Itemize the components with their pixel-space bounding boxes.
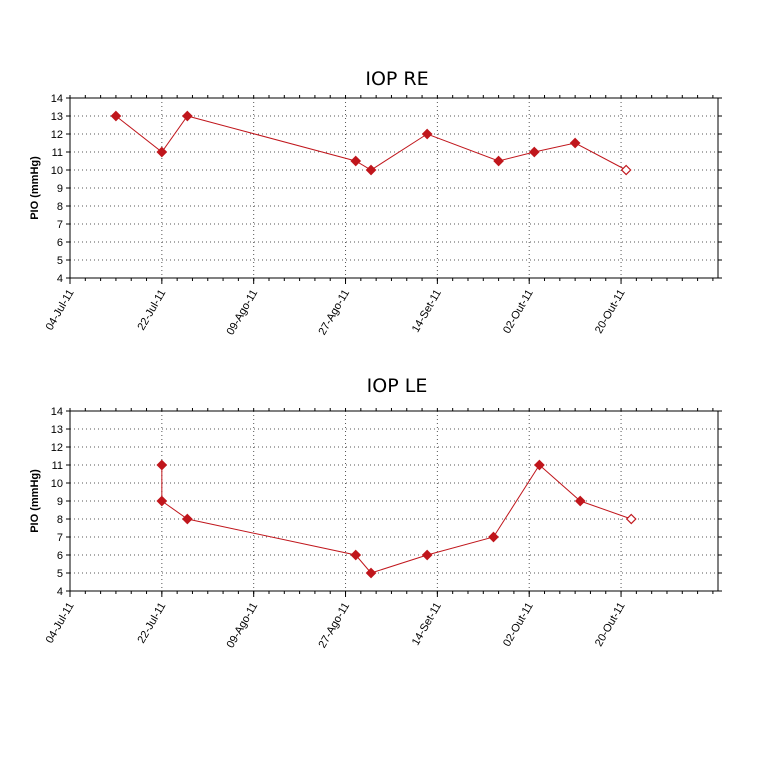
y-tick-label: 11	[52, 147, 63, 159]
y-tick-label: 4	[57, 273, 63, 285]
data-point	[528, 146, 540, 158]
data-point	[156, 495, 168, 507]
data-point	[421, 128, 433, 140]
y-tick-label: 12	[51, 442, 63, 454]
chart-title: IOP LE	[367, 375, 428, 397]
y-axis-label: PIO (mmHg)	[29, 469, 41, 533]
y-tick-label: 6	[57, 550, 63, 562]
y-tick-label: 8	[57, 201, 63, 213]
chart-re: IOP RE 4 5 6 7 8 9 10 11 12 13 14 04-Jul-11 22-Jul-11…	[29, 68, 722, 337]
y-tick-label: 8	[57, 514, 63, 526]
y-tick-label: 11	[52, 460, 63, 472]
data-point	[156, 459, 168, 471]
x-tick-label: 20-Out-11	[593, 288, 628, 336]
y-tick-label: 7	[57, 219, 63, 231]
data-point	[182, 513, 193, 525]
y-tick-label: 13	[51, 111, 63, 123]
x-tick-label: 04-Jul-11	[44, 601, 77, 646]
data-point	[421, 549, 433, 561]
series-line	[115, 115, 627, 171]
y-tick-label: 4	[57, 586, 63, 598]
data-point	[156, 146, 168, 158]
data-point	[350, 549, 362, 561]
data-point	[110, 110, 122, 122]
data-point	[350, 155, 362, 167]
x-tick-label: 02-Out-11	[501, 601, 536, 649]
x-tick-label: 02-Out-11	[501, 288, 536, 336]
data-point	[569, 137, 581, 149]
x-tick-label: 27-Ago-11	[316, 288, 352, 338]
y-tick-label: 9	[57, 183, 63, 195]
chart-title: IOP RE	[365, 68, 428, 90]
data-point	[620, 164, 632, 176]
data-point	[625, 513, 637, 525]
y-tick-label: 12	[51, 129, 63, 141]
data-point	[488, 531, 499, 543]
y-tick-label: 5	[57, 255, 63, 267]
y-tick-label: 14	[51, 93, 63, 105]
chart-le: IOP LE 4 5 6 7 8 9 10 11 12 13 14 04-Jul-11 22-Jul-11…	[29, 375, 722, 650]
data-point	[182, 110, 193, 122]
y-tick-label: 7	[57, 532, 63, 544]
series-line	[161, 464, 632, 574]
x-tick-label: 20-Out-11	[593, 601, 628, 649]
x-tick-label: 27-Ago-11	[316, 601, 352, 651]
data-point	[534, 459, 545, 471]
plot-frame	[69, 97, 719, 279]
y-tick-label: 9	[57, 496, 63, 508]
y-tick-label: 10	[51, 165, 63, 177]
y-tick-label: 5	[57, 568, 63, 580]
x-tick-label: 09-Ago-11	[225, 288, 261, 338]
x-tick-label: 04-Jul-11	[44, 288, 77, 333]
x-tick-label: 14-Set-11	[410, 601, 444, 648]
x-tick-label: 14-Set-11	[410, 288, 444, 335]
plot-frame	[69, 410, 719, 592]
y-tick-label: 10	[51, 478, 63, 490]
data-point	[574, 495, 586, 507]
data-point	[365, 164, 377, 176]
data-point	[365, 567, 377, 579]
x-tick-label: 22-Jul-11	[136, 601, 169, 646]
y-tick-label: 13	[51, 424, 63, 436]
y-axis-label: PIO (mmHg)	[29, 156, 41, 220]
x-tick-label: 09-Ago-11	[225, 601, 261, 651]
data-point	[493, 155, 504, 167]
x-tick-label: 22-Jul-11	[136, 288, 169, 333]
y-tick-label: 14	[51, 406, 63, 418]
y-tick-label: 6	[57, 237, 63, 249]
